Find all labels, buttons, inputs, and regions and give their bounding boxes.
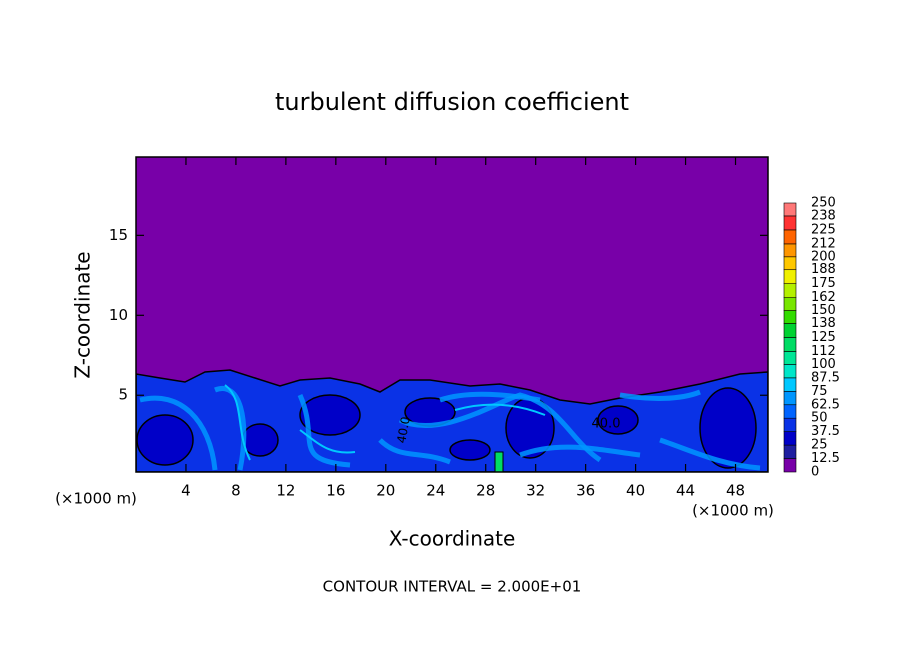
colorbar-box	[783, 297, 797, 311]
x-tick-label: 44	[676, 482, 695, 500]
contour-label: 40.0	[592, 417, 621, 432]
colorbar-label: 75	[811, 384, 828, 399]
colorbar-box	[783, 310, 797, 324]
eddy-filament	[439, 391, 541, 403]
colorbar-box	[783, 337, 797, 352]
colorbar-label: 238	[811, 208, 836, 223]
chart-title: turbulent diffusion coefficient	[275, 88, 629, 116]
x-tick-label: 32	[526, 482, 545, 500]
peak	[494, 451, 504, 472]
y-tick-label: 10	[109, 306, 128, 324]
colorbar-label: 125	[811, 330, 836, 345]
colorbar-box	[783, 390, 797, 406]
x-tick-label: 12	[276, 482, 295, 500]
colorbar-box	[783, 256, 797, 271]
x-tick-label: 40	[626, 482, 645, 500]
y-axis-label: Z-coordinate	[71, 251, 95, 378]
colorbar-box	[783, 215, 797, 231]
colorbar-label: 62.5	[811, 397, 840, 412]
colorbar-label: 12.5	[811, 451, 840, 466]
colorbar-box	[783, 377, 797, 392]
contour-interval: CONTOUR INTERVAL = 2.000E+01	[323, 578, 582, 596]
colorbar-box	[783, 431, 797, 446]
colorbar-label: 212	[811, 236, 836, 251]
colorbar-box	[783, 444, 797, 459]
x-unit: (×1000 m)	[692, 502, 774, 520]
y-tick-label: 5	[118, 386, 128, 404]
colorbar-box	[783, 202, 797, 217]
colorbar-label: 100	[811, 357, 836, 372]
colorbar-label: 37.5	[811, 424, 840, 439]
x-unit: (×1000 m)	[55, 490, 137, 508]
colorbar-label: 87.5	[811, 370, 840, 385]
plot-frame	[135, 156, 769, 473]
y-tick-label: 15	[109, 226, 128, 244]
colorbar-box	[783, 229, 797, 245]
eddy-filament	[139, 395, 218, 471]
contour-label: 40.0	[394, 416, 412, 445]
eddy-filament	[224, 384, 251, 461]
eddy	[699, 387, 757, 469]
colorbar-box	[783, 283, 797, 298]
colorbar-label: 162	[811, 290, 836, 305]
colorbar-label: 250	[811, 196, 836, 211]
colorbar-label: 25	[811, 438, 828, 453]
x-tick-label: 48	[726, 482, 745, 500]
colorbar-box	[783, 323, 797, 338]
colorbar-label: 0	[811, 465, 819, 480]
x-tick-label: 4	[181, 482, 191, 500]
eddy-filament	[659, 437, 761, 471]
eddy	[299, 394, 361, 436]
colorbar-label: 200	[811, 249, 836, 264]
colorbar-box	[783, 458, 797, 473]
colorbar-label: 50	[811, 411, 828, 426]
eddy-filament	[297, 393, 351, 468]
x-tick-label: 36	[576, 482, 595, 500]
eddy-filament	[519, 444, 641, 458]
eddy-filament	[214, 386, 247, 471]
x-tick-label: 28	[476, 482, 495, 500]
eddy-filament	[378, 438, 451, 465]
colorbar-label: 112	[811, 344, 836, 359]
x-tick-label: 24	[426, 482, 445, 500]
x-tick-label: 16	[326, 482, 345, 500]
colorbar-label: 138	[811, 316, 836, 331]
eddy	[449, 439, 491, 461]
colorbar-label: 188	[811, 262, 836, 277]
colorbar-box	[783, 243, 797, 258]
eddy-filament	[299, 429, 356, 454]
x-tick-label: 8	[231, 482, 241, 500]
eddy	[241, 423, 279, 457]
colorbar-label: 225	[811, 222, 836, 237]
x-axis-label: X-coordinate	[389, 527, 516, 551]
colorbar-box	[783, 417, 797, 432]
eddy	[597, 405, 639, 435]
eddy	[136, 414, 194, 466]
colorbar-box	[783, 404, 797, 419]
colorbar-label: 175	[811, 276, 836, 291]
x-tick-label: 20	[376, 482, 395, 500]
eddy-filament	[454, 403, 546, 416]
colorbar-box	[783, 351, 797, 365]
colorbar-box	[783, 364, 797, 379]
colorbar-box	[783, 269, 797, 285]
field: 40.0 40.0	[136, 157, 768, 472]
colorbar-label: 150	[811, 303, 836, 318]
eddy-filament	[619, 389, 701, 401]
